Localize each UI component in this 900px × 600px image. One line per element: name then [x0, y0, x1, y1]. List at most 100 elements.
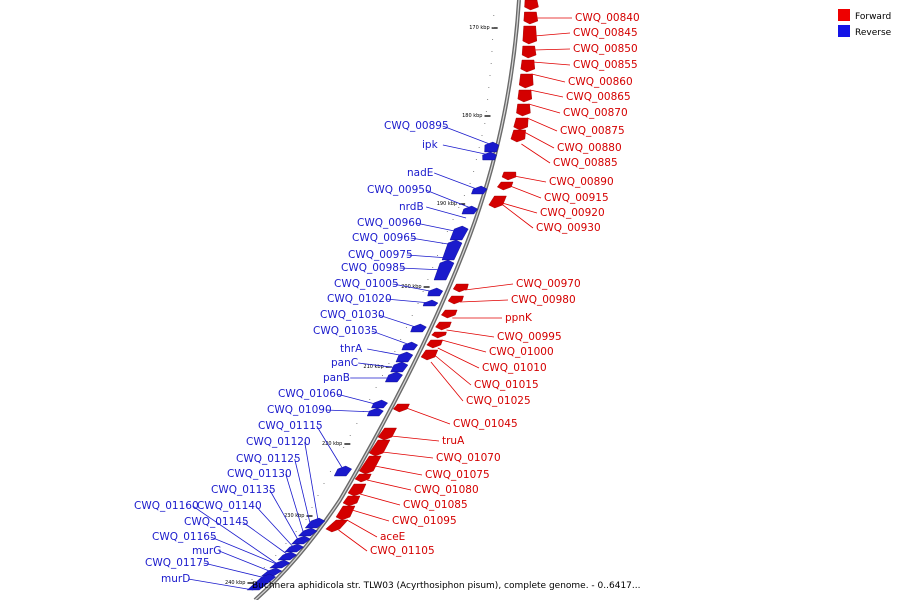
gene-label-cwq-00860[interactable]: CWQ_00860 — [568, 76, 633, 88]
gene-label-cwq-01165[interactable]: CWQ_01165 — [152, 531, 217, 543]
gene-label-cwq-01080[interactable]: CWQ_01080 — [414, 484, 479, 496]
reverse-feature[interactable] — [304, 517, 326, 529]
gene-label-cwq-00950[interactable]: CWQ_00950 — [367, 184, 432, 196]
forward-feature[interactable] — [496, 181, 514, 191]
forward-feature[interactable] — [447, 295, 464, 305]
gene-label-cwq-01095[interactable]: CWQ_01095 — [392, 515, 457, 527]
gene-label-cwq-01130[interactable]: CWQ_01130 — [227, 468, 292, 480]
gene-label-cwq-01175[interactable]: CWQ_01175 — [145, 557, 210, 569]
gene-label-cwq-00875[interactable]: CWQ_00875 — [560, 125, 625, 137]
forward-feature[interactable] — [354, 473, 372, 483]
reverse-feature[interactable] — [471, 185, 488, 195]
gene-label-cwq-00855[interactable]: CWQ_00855 — [573, 59, 638, 71]
reverse-feature[interactable] — [395, 351, 414, 363]
gene-label-cwq-01060[interactable]: CWQ_01060 — [278, 388, 343, 400]
gene-label-cwq-01085[interactable]: CWQ_01085 — [403, 499, 468, 511]
gene-label-thra[interactable]: thrA — [340, 343, 363, 355]
gene-label-cwq-01030[interactable]: CWQ_01030 — [320, 309, 385, 321]
gene-label-nade[interactable]: nadE — [407, 167, 433, 179]
gene-label-cwq-01125[interactable]: CWQ_01125 — [236, 453, 301, 465]
forward-feature[interactable] — [342, 495, 361, 507]
forward-feature[interactable] — [377, 427, 397, 441]
forward-feature[interactable] — [359, 455, 382, 475]
forward-feature[interactable] — [347, 483, 367, 497]
reverse-feature[interactable] — [461, 205, 479, 215]
reverse-feature[interactable] — [390, 361, 409, 373]
gene-label-cwq-00895[interactable]: CWQ_00895 — [384, 120, 449, 132]
forward-feature[interactable] — [510, 129, 526, 143]
reverse-feature[interactable] — [297, 527, 318, 537]
gene-label-cwq-01145[interactable]: CWQ_01145 — [184, 516, 249, 528]
forward-feature[interactable] — [516, 103, 531, 117]
gene-label-cwq-00840[interactable]: CWQ_00840 — [575, 12, 640, 24]
gene-label-cwq-00890[interactable]: CWQ_00890 — [549, 176, 614, 188]
reverse-feature[interactable] — [291, 535, 311, 545]
gene-label-cwq-00870[interactable]: CWQ_00870 — [563, 107, 628, 119]
reverse-feature[interactable] — [441, 239, 463, 261]
forward-feature[interactable] — [426, 339, 443, 349]
gene-label-cwq-00850[interactable]: CWQ_00850 — [573, 43, 638, 55]
gene-label-cwq-00845[interactable]: CWQ_00845 — [573, 27, 638, 39]
forward-feature[interactable] — [440, 309, 458, 319]
forward-feature[interactable] — [452, 283, 469, 293]
gene-label-cwq-00995[interactable]: CWQ_00995 — [497, 331, 562, 343]
reverse-feature[interactable] — [384, 371, 403, 383]
reverse-feature[interactable] — [401, 341, 419, 351]
gene-label-cwq-01135[interactable]: CWQ_01135 — [211, 484, 276, 496]
gene-label-cwq-01105[interactable]: CWQ_01105 — [370, 545, 435, 557]
gene-label-cwq-00865[interactable]: CWQ_00865 — [566, 91, 631, 103]
gene-label-acee[interactable]: aceE — [380, 531, 405, 543]
forward-feature[interactable] — [501, 171, 517, 181]
gene-label-cwq-00985[interactable]: CWQ_00985 — [341, 262, 406, 274]
reverse-feature[interactable] — [371, 399, 388, 409]
gene-label-cwq-00915[interactable]: CWQ_00915 — [544, 192, 609, 204]
gene-label-cwq-00930[interactable]: CWQ_00930 — [536, 222, 601, 234]
gene-label-murg[interactable]: murG — [192, 545, 221, 557]
gene-label-cwq-01075[interactable]: CWQ_01075 — [425, 469, 490, 481]
forward-feature[interactable] — [431, 331, 447, 339]
gene-label-nrdb[interactable]: nrdB — [399, 201, 424, 213]
gene-label-murd[interactable]: murD — [161, 573, 190, 585]
forward-feature[interactable] — [488, 195, 507, 209]
gene-label-cwq-01025[interactable]: CWQ_01025 — [466, 395, 531, 407]
gene-label-cwq-01090[interactable]: CWQ_01090 — [267, 404, 332, 416]
forward-feature[interactable] — [392, 403, 410, 413]
forward-feature[interactable] — [325, 519, 349, 533]
gene-label-cwq-00920[interactable]: CWQ_00920 — [540, 207, 605, 219]
gene-label-cwq-01120[interactable]: CWQ_01120 — [246, 436, 311, 448]
forward-feature[interactable] — [520, 59, 536, 73]
gene-label-cwq-01010[interactable]: CWQ_01010 — [482, 362, 547, 374]
forward-feature[interactable] — [524, 0, 539, 11]
forward-feature[interactable] — [335, 505, 356, 521]
reverse-feature[interactable] — [269, 559, 291, 569]
gene-label-cwq-01020[interactable]: CWQ_01020 — [327, 293, 392, 305]
gene-label-cwq-01035[interactable]: CWQ_01035 — [313, 325, 378, 337]
gene-label-cwq-00885[interactable]: CWQ_00885 — [553, 157, 618, 169]
reverse-feature[interactable] — [449, 225, 469, 241]
reverse-feature[interactable] — [484, 141, 500, 153]
gene-label-cwq-01005[interactable]: CWQ_01005 — [334, 278, 399, 290]
reverse-feature[interactable] — [277, 551, 298, 561]
forward-feature[interactable] — [522, 25, 538, 45]
gene-label-cwq-00965[interactable]: CWQ_00965 — [352, 232, 417, 244]
reverse-feature[interactable] — [333, 465, 353, 477]
gene-label-cwq-01000[interactable]: CWQ_01000 — [489, 346, 554, 358]
gene-label-ipk[interactable]: ipk — [422, 139, 439, 151]
gene-label-cwq-01160[interactable]: CWQ_01160 — [134, 500, 199, 512]
gene-label-ppnk[interactable]: ppnK — [505, 312, 533, 324]
gene-label-trua[interactable]: truA — [442, 435, 465, 447]
gene-label-cwq-00960[interactable]: CWQ_00960 — [357, 217, 422, 229]
forward-feature[interactable] — [420, 349, 439, 361]
forward-feature[interactable] — [518, 73, 534, 89]
forward-feature[interactable] — [523, 11, 539, 25]
gene-label-panb[interactable]: panB — [323, 372, 350, 384]
forward-feature[interactable] — [517, 89, 533, 103]
gene-label-cwq-01015[interactable]: CWQ_01015 — [474, 379, 539, 391]
gene-label-cwq-00980[interactable]: CWQ_00980 — [511, 294, 576, 306]
gene-label-cwq-01045[interactable]: CWQ_01045 — [453, 418, 518, 430]
gene-label-panc[interactable]: panC — [331, 357, 358, 369]
reverse-feature[interactable] — [246, 573, 277, 591]
gene-label-cwq-01070[interactable]: CWQ_01070 — [436, 452, 501, 464]
forward-feature[interactable] — [368, 439, 391, 457]
gene-label-cwq-00880[interactable]: CWQ_00880 — [557, 142, 622, 154]
